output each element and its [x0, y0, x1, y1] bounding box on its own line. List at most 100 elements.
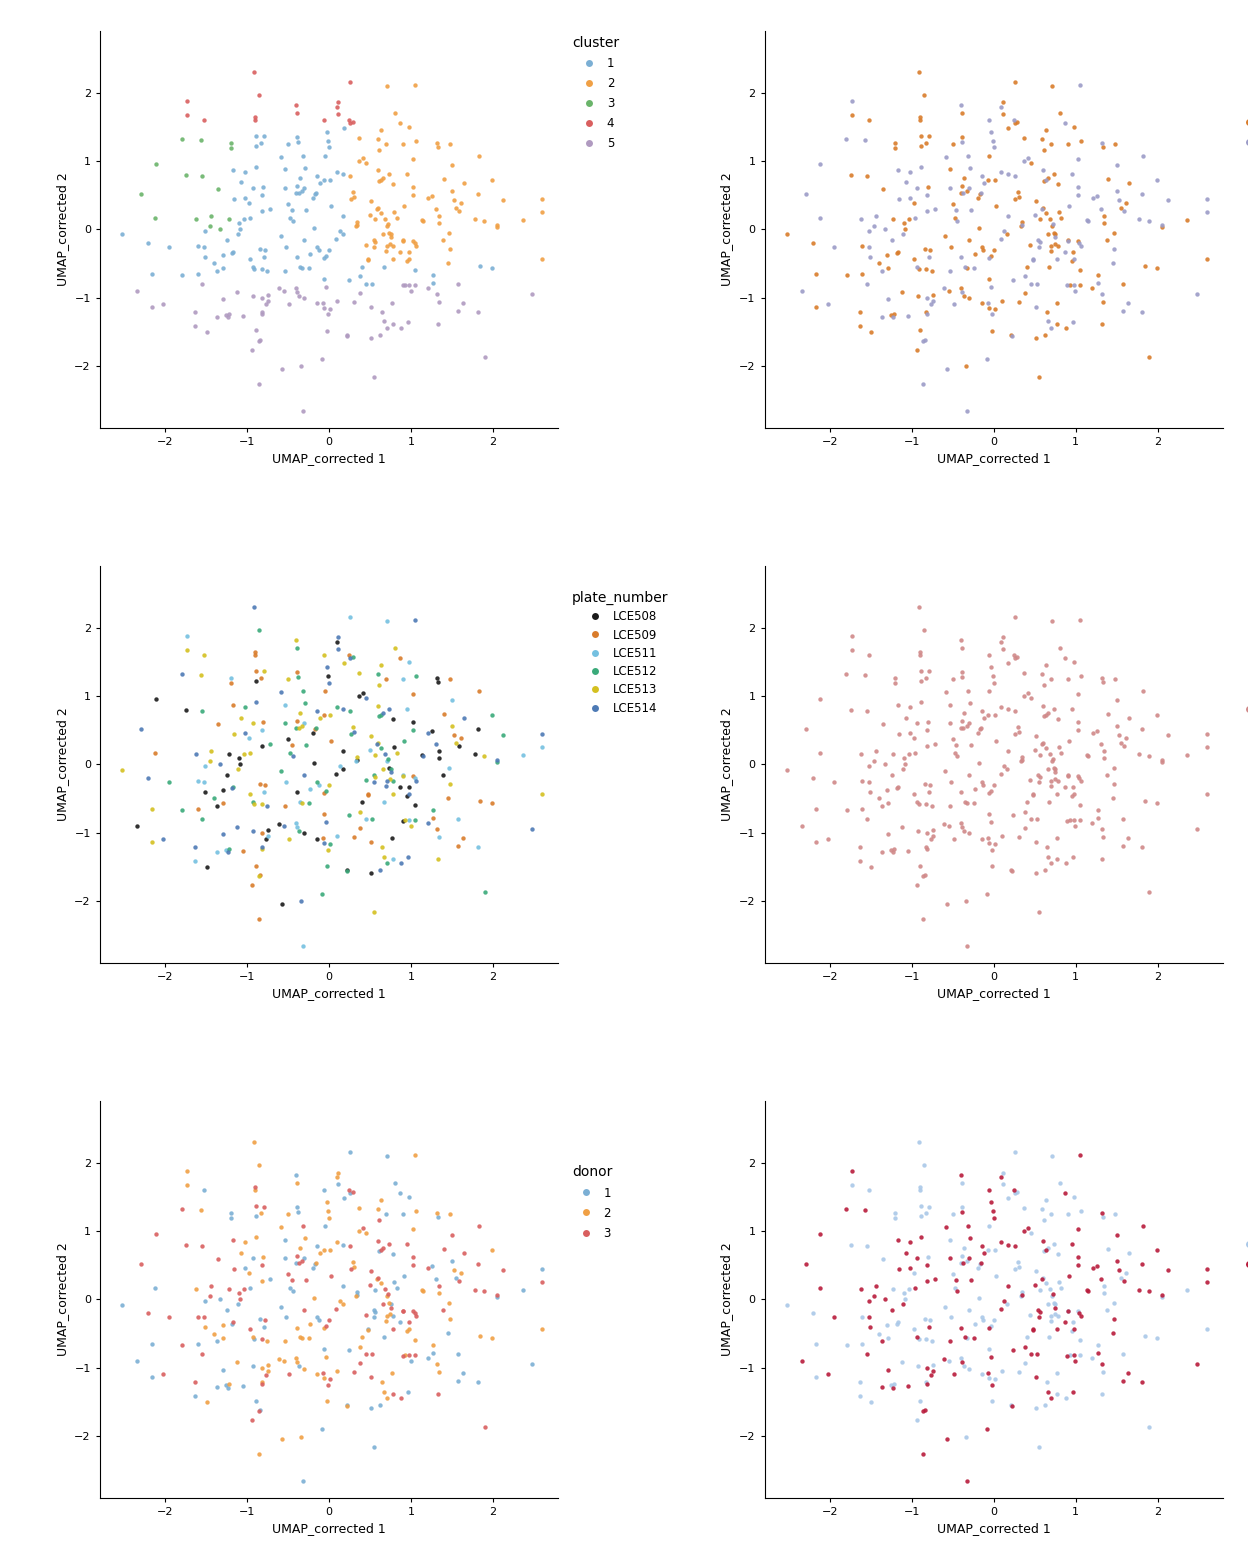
Point: [235, 694, 255, 719]
Point: [319, 1237, 339, 1262]
Point: [278, 1262, 298, 1287]
Point: [383, 769, 403, 794]
Point: [272, 1427, 292, 1452]
Point: [223, 693, 243, 718]
Point: [314, 1178, 334, 1203]
Point: [916, 835, 936, 860]
Point: [218, 1374, 238, 1399]
Point: [287, 100, 307, 125]
Point: [1041, 774, 1061, 799]
Point: [223, 1228, 243, 1253]
Point: [314, 108, 334, 133]
Point: [922, 817, 942, 842]
Point: [374, 789, 394, 814]
Point: [185, 1384, 205, 1409]
Point: [406, 769, 426, 794]
Point: [945, 206, 965, 231]
Point: [312, 346, 332, 371]
Point: [228, 757, 248, 782]
Point: [1132, 1370, 1152, 1395]
Point: [327, 824, 347, 849]
Point: [951, 245, 971, 270]
Point: [1065, 114, 1085, 139]
Point: [131, 1251, 151, 1276]
Point: [1038, 789, 1058, 814]
Point: [532, 1270, 552, 1295]
Point: [278, 827, 298, 852]
Point: [233, 741, 253, 766]
Point: [1060, 1342, 1080, 1367]
Point: [313, 1360, 333, 1385]
Point: [141, 796, 161, 821]
Point: [886, 1206, 906, 1231]
Point: [852, 262, 872, 287]
Point: [225, 186, 245, 211]
Point: [877, 242, 897, 267]
Point: [877, 1326, 897, 1351]
Point: [1035, 323, 1055, 348]
Point: [1187, 816, 1207, 841]
Point: [955, 819, 975, 844]
Point: [1047, 234, 1067, 259]
Point: [980, 144, 1000, 168]
Point: [493, 722, 513, 747]
Point: [433, 700, 453, 725]
Point: [369, 1239, 389, 1264]
Point: [131, 181, 151, 206]
Point: [1031, 764, 1051, 789]
Point: [1051, 1170, 1071, 1195]
Point: [127, 1349, 147, 1374]
Point: [1147, 254, 1167, 279]
Point: [1097, 228, 1117, 253]
Point: [404, 1301, 424, 1326]
Point: [882, 1298, 902, 1323]
Point: [454, 705, 474, 730]
Point: [965, 777, 985, 802]
Point: [314, 296, 334, 321]
Point: [305, 1285, 324, 1310]
Point: [973, 772, 993, 797]
Point: [1005, 164, 1025, 189]
Point: [998, 1186, 1018, 1211]
Point: [916, 257, 936, 282]
Point: [872, 176, 892, 201]
Point: [300, 256, 319, 281]
Point: [242, 339, 262, 363]
Point: [872, 259, 892, 284]
Point: [905, 246, 925, 271]
Point: [287, 665, 307, 690]
Point: [221, 1200, 241, 1225]
Point: [377, 749, 397, 774]
Point: [429, 746, 449, 771]
Legend: 1, 2, 3: 1, 2, 3: [568, 1161, 618, 1245]
Point: [246, 123, 266, 148]
Point: [971, 1250, 991, 1275]
Point: [369, 1207, 389, 1232]
Point: [1047, 847, 1067, 872]
Point: [955, 789, 975, 814]
Point: [297, 198, 317, 223]
Point: [869, 1321, 889, 1346]
Point: [291, 354, 311, 379]
Point: [433, 167, 453, 192]
Point: [921, 827, 941, 852]
Point: [970, 181, 990, 206]
X-axis label: UMAP_corrected 1: UMAP_corrected 1: [937, 452, 1051, 465]
Point: [810, 1221, 830, 1246]
Point: [1062, 162, 1082, 187]
Point: [1093, 1204, 1113, 1229]
Point: [378, 212, 398, 237]
Point: [1041, 1385, 1061, 1410]
Point: [339, 1181, 359, 1206]
Point: [920, 1193, 940, 1218]
Point: [316, 778, 336, 803]
Point: [317, 810, 337, 835]
Point: [1022, 1317, 1042, 1342]
Point: [1036, 1237, 1056, 1262]
Point: [875, 1287, 895, 1312]
Point: [961, 1268, 981, 1293]
Point: [318, 663, 338, 688]
Point: [433, 1298, 453, 1323]
Point: [295, 821, 314, 846]
Point: [399, 246, 419, 271]
